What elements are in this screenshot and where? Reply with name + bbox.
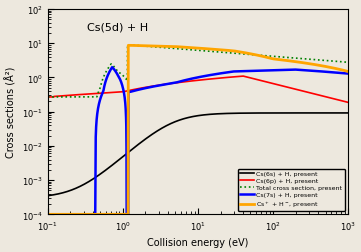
Cs$^+$ + H$^-$, present bbox=[126, 45, 130, 48]
Cs(7s) + H, present bbox=[174, 82, 178, 85]
Cs(7s) + H, present bbox=[346, 73, 350, 76]
Y-axis label: Cross sections (Å²): Cross sections (Å²) bbox=[5, 67, 16, 158]
Cs(7s) + H, present bbox=[308, 70, 312, 73]
Cs(7s) + H, present bbox=[45, 213, 50, 216]
X-axis label: Collision energy (eV): Collision energy (eV) bbox=[147, 237, 249, 247]
Cs(6p) + H, present bbox=[174, 82, 178, 85]
Cs$^+$ + H$^-$, present bbox=[80, 213, 84, 216]
Cs$^+$ + H$^-$, present bbox=[346, 71, 350, 74]
Total cross section, present bbox=[161, 47, 165, 50]
Cs(7s) + H, present bbox=[80, 213, 84, 216]
Cs(6p) + H, present bbox=[340, 100, 344, 103]
Line: Cs(6p) + H, present: Cs(6p) + H, present bbox=[48, 77, 348, 103]
Total cross section, present bbox=[346, 61, 350, 65]
Cs$^+$ + H$^-$, present bbox=[98, 213, 102, 216]
Cs(6s) + H, present bbox=[98, 173, 102, 176]
Legend: Cs(6s) + H, present, Cs(6p) + H, present, Total cross section, present, Cs(7s) +: Cs(6s) + H, present, Cs(6p) + H, present… bbox=[238, 169, 345, 211]
Total cross section, present bbox=[125, 44, 130, 47]
Cs(6s) + H, present bbox=[45, 194, 50, 197]
Cs(6p) + H, present bbox=[241, 75, 245, 78]
Text: Cs(5d) + H: Cs(5d) + H bbox=[87, 22, 148, 32]
Cs(6p) + H, present bbox=[45, 96, 50, 99]
Total cross section, present bbox=[98, 88, 102, 91]
Total cross section, present bbox=[80, 96, 84, 99]
Cs(6s) + H, present bbox=[346, 112, 350, 115]
Cs$^+$ + H$^-$, present bbox=[45, 213, 50, 216]
Cs(6p) + H, present bbox=[308, 92, 312, 95]
Cs(6s) + H, present bbox=[174, 120, 178, 123]
Cs(7s) + H, present bbox=[98, 100, 102, 103]
Cs$^+$ + H$^-$, present bbox=[340, 69, 344, 72]
Cs(6s) + H, present bbox=[340, 112, 344, 115]
Total cross section, present bbox=[340, 61, 344, 64]
Line: Total cross section, present: Total cross section, present bbox=[48, 46, 348, 98]
Line: Cs$^+$ + H$^-$, present: Cs$^+$ + H$^-$, present bbox=[48, 46, 348, 214]
Cs(7s) + H, present bbox=[340, 72, 344, 75]
Cs(6s) + H, present bbox=[308, 112, 312, 115]
Total cross section, present bbox=[45, 96, 50, 99]
Total cross section, present bbox=[308, 58, 312, 61]
Cs(6p) + H, present bbox=[80, 93, 84, 97]
Cs(6s) + H, present bbox=[161, 127, 165, 130]
Line: Cs(7s) + H, present: Cs(7s) + H, present bbox=[48, 68, 348, 214]
Cs$^+$ + H$^-$, present bbox=[174, 46, 178, 49]
Cs(6p) + H, present bbox=[346, 102, 350, 105]
Cs$^+$ + H$^-$, present bbox=[161, 46, 165, 49]
Total cross section, present bbox=[174, 48, 178, 51]
Cs(6p) + H, present bbox=[98, 92, 102, 95]
Cs(7s) + H, present bbox=[161, 84, 165, 87]
Cs(6s) + H, present bbox=[80, 184, 84, 187]
Cs$^+$ + H$^-$, present bbox=[308, 63, 312, 66]
Line: Cs(6s) + H, present: Cs(6s) + H, present bbox=[48, 113, 348, 196]
Cs(6p) + H, present bbox=[161, 84, 165, 87]
Cs(7s) + H, present bbox=[110, 67, 114, 70]
